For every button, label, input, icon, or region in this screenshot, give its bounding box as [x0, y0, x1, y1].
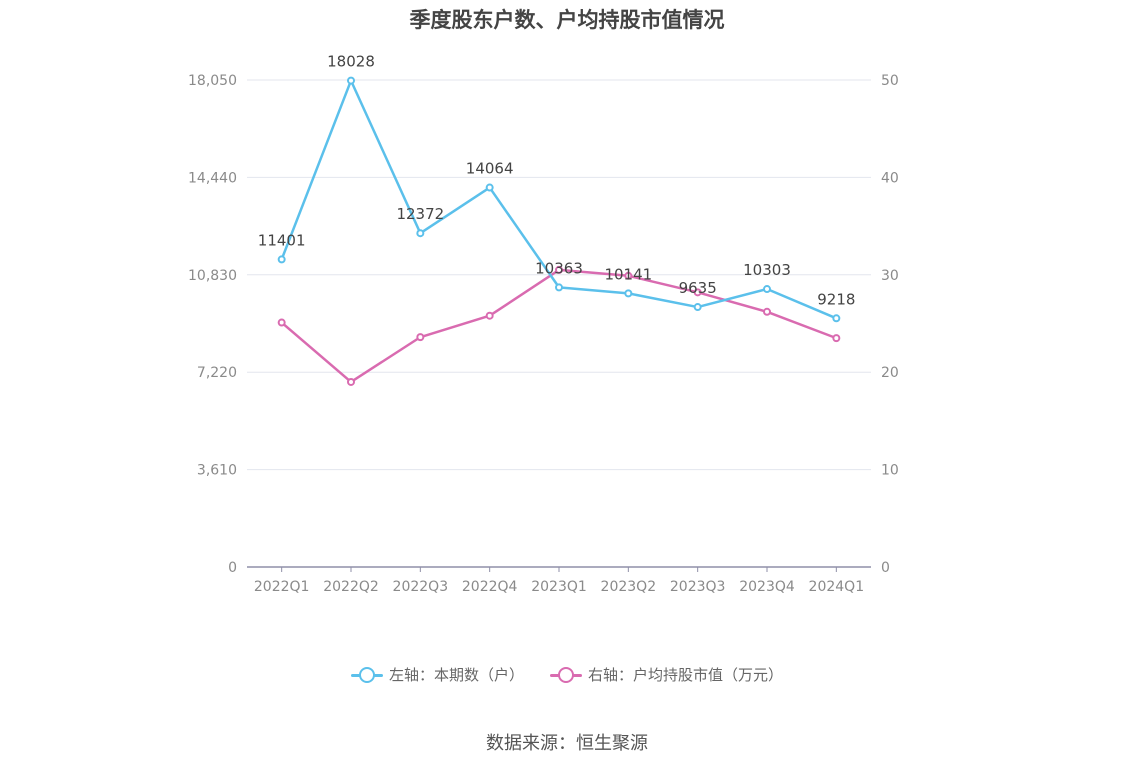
series-layer	[277, 76, 841, 386]
data-point-holders[interactable]	[555, 283, 563, 292]
x-tick-label: 2023Q4	[739, 579, 795, 595]
y-right-tick-label: 50	[881, 73, 899, 89]
x-tick-label: 2022Q1	[254, 579, 310, 595]
data-point-market-value[interactable]	[277, 318, 286, 327]
data-point-holders[interactable]	[763, 285, 771, 294]
data-label-holders: 11401	[258, 231, 306, 249]
y-right-tick-label: 10	[881, 463, 899, 479]
y-left-tick-label: 0	[228, 560, 237, 576]
legend-item-left-series[interactable]: 左轴：本期数（户）	[350, 664, 524, 685]
y-left-tick-label: 10,830	[188, 268, 237, 284]
data-label-holders: 18028	[327, 53, 375, 71]
legend-swatch-right	[550, 666, 582, 683]
data-point-holders[interactable]	[277, 255, 286, 264]
data-labels: 11401 18028 12372 14064 10363 10141 9635 10303 9…	[258, 53, 856, 309]
legend-swatch-left	[350, 666, 383, 683]
legend-label-left: 左轴：本期数（户）	[388, 666, 524, 684]
data-point-market-value[interactable]	[347, 377, 355, 386]
data-point-holders[interactable]	[693, 303, 702, 312]
data-point-market-value[interactable]	[624, 271, 633, 280]
y-right-tick-label: 30	[881, 268, 899, 284]
data-label-holders: 12372	[396, 205, 444, 223]
data-point-market-value[interactable]	[555, 265, 563, 274]
data-point-holders[interactable]	[347, 76, 355, 85]
legend-item-right-series[interactable]: 右轴：户均持股市值（万元）	[550, 664, 783, 685]
y-left-tick-label: 14,440	[188, 170, 237, 186]
series-line-holders	[280, 79, 837, 320]
data-point-market-value[interactable]	[416, 333, 425, 342]
data-label-holders: 10303	[743, 261, 791, 279]
data-point-holders[interactable]	[485, 183, 494, 192]
data-point-market-value[interactable]	[763, 307, 771, 316]
x-tick-label: 2022Q4	[462, 579, 518, 595]
legend: 左轴：本期数（户） 右轴：户均持股市值（万元）	[0, 664, 1134, 685]
data-label-holders: 10363	[535, 259, 583, 277]
y-left-tick-label: 7,220	[197, 365, 237, 381]
data-point-market-value[interactable]	[693, 288, 702, 297]
grid-lines	[247, 79, 871, 471]
x-tick-label: 2022Q3	[393, 579, 449, 595]
source-note: 数据来源：恒生聚源	[486, 733, 648, 754]
data-point-holders[interactable]	[832, 314, 841, 323]
data-label-holders: 10141	[604, 265, 652, 283]
data-label-holders: 9635	[679, 279, 717, 297]
y-right-tick-label: 20	[881, 365, 899, 381]
axes: 0 0 3,610 10 7,220 20 10,830 30 14,440 40 18,050 50…	[188, 73, 899, 595]
y-left-tick-label: 3,610	[197, 463, 237, 479]
data-label-holders: 9218	[817, 290, 855, 308]
x-tick-label: 2023Q2	[601, 579, 657, 595]
x-tick-label: 2024Q1	[809, 579, 865, 595]
data-point-holders[interactable]	[624, 289, 633, 298]
x-tick-label: 2022Q2	[323, 579, 379, 595]
data-label-holders: 14064	[466, 160, 514, 178]
data-point-holders[interactable]	[416, 229, 425, 238]
data-point-market-value[interactable]	[832, 334, 841, 343]
legend-label-right: 右轴：户均持股市值（万元）	[588, 666, 784, 684]
y-left-tick-label: 18,050	[188, 73, 237, 89]
chart-title: 季度股东户数、户均持股市值情况	[409, 8, 725, 32]
y-right-tick-label: 40	[881, 170, 899, 186]
x-tick-label: 2023Q3	[670, 579, 726, 595]
data-point-market-value[interactable]	[485, 311, 494, 320]
y-right-tick-label: 0	[881, 560, 890, 576]
x-tick-label: 2023Q1	[531, 579, 587, 595]
